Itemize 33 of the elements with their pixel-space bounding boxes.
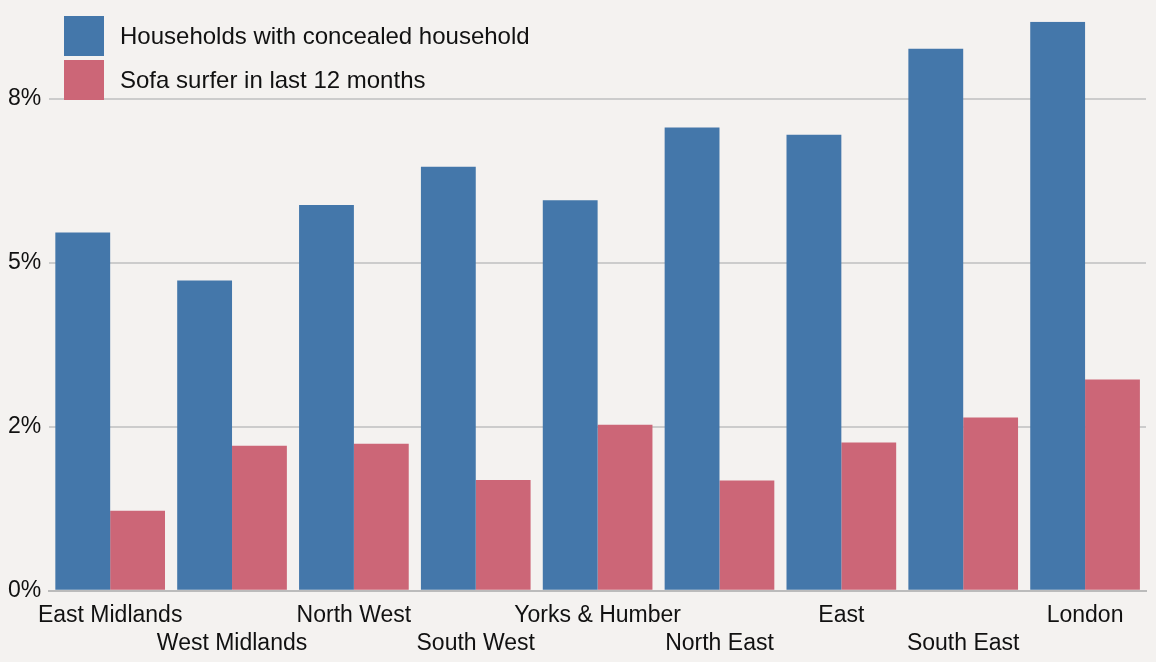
y-tick-label: 5% — [7, 248, 42, 274]
bar — [353, 443, 409, 590]
bar — [542, 200, 598, 590]
legend-label: Sofa surfer in last 12 months — [120, 66, 426, 94]
x-tick-label: West Midlands — [156, 628, 308, 655]
legend-label: Households with concealed household — [120, 22, 530, 50]
bar — [232, 445, 287, 590]
y-tick-label: 2% — [7, 412, 42, 439]
bar — [786, 134, 842, 590]
bar — [299, 204, 354, 590]
bar — [664, 127, 720, 590]
x-tick-label: East — [818, 600, 865, 627]
x-tick-label: South West — [416, 628, 536, 655]
bar — [110, 510, 166, 590]
bar — [1030, 21, 1086, 590]
x-tick-label: London — [1046, 600, 1124, 627]
bar — [841, 442, 897, 590]
x-tick-label: North East — [665, 628, 775, 655]
bar — [719, 480, 775, 590]
bar — [597, 424, 653, 590]
bar — [420, 166, 476, 590]
x-tick-label: Yorks & Humber — [514, 600, 682, 627]
bar — [475, 479, 531, 590]
bar — [177, 280, 233, 590]
x-tick-label: South East — [906, 628, 1021, 655]
bar — [55, 232, 111, 590]
x-tick-label: East Midlands — [37, 600, 183, 627]
bar — [963, 417, 1019, 590]
x-tick-label: North West — [296, 600, 412, 627]
y-tick-label: 8% — [7, 83, 42, 110]
bar — [1085, 379, 1140, 590]
bar — [908, 48, 964, 590]
y-tick-label: 0% — [7, 576, 42, 603]
